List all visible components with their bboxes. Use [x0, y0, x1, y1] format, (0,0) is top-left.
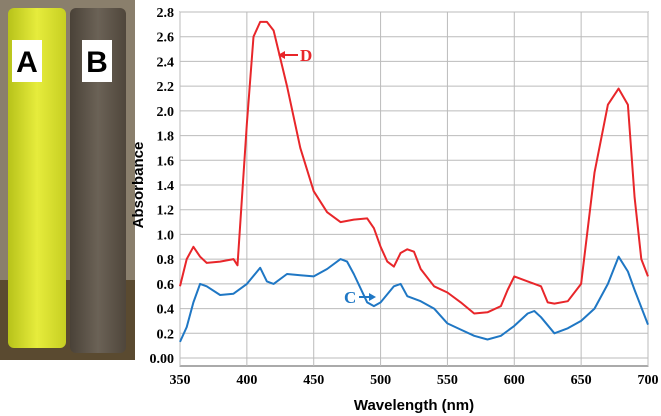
photo-label: A — [16, 46, 38, 79]
y-tick-label: 1.4 — [157, 179, 175, 194]
x-tick-label: 550 — [437, 373, 458, 388]
y-tick-label: 1.0 — [157, 228, 175, 243]
y-tick-label: 0.4 — [157, 303, 175, 318]
y-tick-label: 2.6 — [157, 31, 175, 46]
arrow-head — [278, 51, 285, 59]
y-tick-label: 1.6 — [157, 154, 175, 169]
photo: A B — [0, 0, 135, 360]
annotation-arrows — [278, 51, 376, 301]
y-tick-label: 2.0 — [157, 105, 175, 120]
tube-b — [70, 8, 126, 353]
x-axis-title: Wavelength (nm) — [354, 397, 474, 414]
y-tick-label: 0.8 — [157, 253, 175, 268]
y-axis-title: Absorbance — [130, 142, 147, 229]
arrow-head — [369, 293, 376, 301]
x-tick-label: 600 — [504, 373, 525, 388]
plot-frame — [179, 11, 649, 367]
x-tick-label: 700 — [638, 373, 659, 388]
y-tick-label: 0.2 — [157, 327, 175, 342]
y-tick-label: 0.00 — [150, 352, 175, 367]
series-line — [179, 255, 649, 343]
y-tick-label: 0.6 — [157, 278, 175, 293]
y-tick-label: 1.8 — [157, 130, 175, 145]
x-tick-label: 500 — [370, 373, 391, 388]
y-tick-label: 2.4 — [157, 55, 175, 70]
y-tick-label: 1.2 — [157, 204, 175, 219]
photo-label: B — [86, 46, 108, 79]
x-tick-label: 350 — [170, 373, 191, 388]
series-line — [179, 20, 649, 315]
label-box — [82, 40, 112, 82]
x-tick-label: 400 — [236, 373, 257, 388]
series-label: C — [344, 288, 356, 307]
label-box — [12, 40, 42, 82]
x-tick-label: 650 — [571, 373, 592, 388]
plot: 0.00 0.2 0.4 0.6 0.8 1.0 1.2 1.4 1.6 1.8 2.0 2.2 2.4… — [150, 6, 659, 388]
y-tick-label: 2.8 — [157, 6, 175, 21]
tube-a — [8, 8, 66, 348]
y-tick-label: 2.2 — [157, 80, 175, 95]
series-label: D — [300, 46, 312, 65]
x-tick-label: 450 — [303, 373, 324, 388]
